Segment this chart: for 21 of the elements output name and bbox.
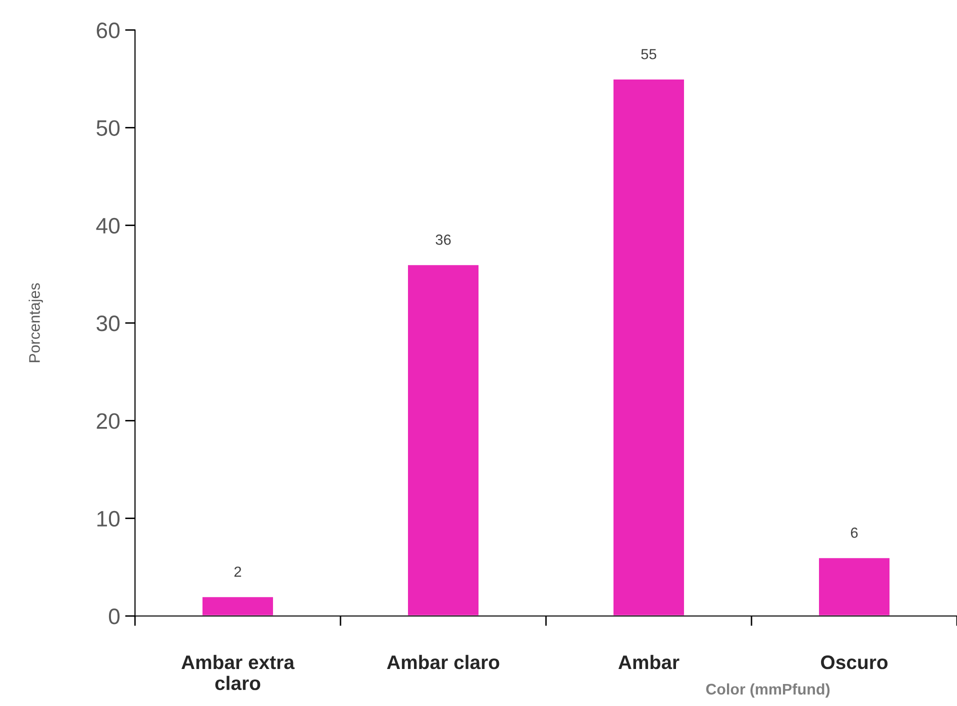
x-tick-label: Oscuro — [821, 655, 888, 670]
x-tick-label: Ambar — [618, 654, 680, 670]
data-label: 6 — [850, 528, 858, 538]
y-tick-label: 10 — [97, 510, 120, 527]
data-label: 2 — [234, 566, 242, 577]
x-axis-title: Color (mmPfund) — [706, 683, 830, 698]
data-label: 55 — [641, 49, 656, 60]
bar — [612, 78, 686, 616]
y-axis-title: Porcentajes — [28, 283, 43, 362]
y-tick-label: 30 — [96, 316, 120, 332]
y-tick-label: 0 — [108, 608, 120, 624]
y-tick-label: 60 — [96, 22, 120, 38]
bar — [406, 264, 480, 616]
x-tick-label: Ambar claro — [387, 654, 500, 670]
x-tick-label: Ambar extra claro — [181, 654, 295, 690]
bar — [818, 556, 891, 616]
y-tick-label: 50 — [96, 120, 120, 136]
y-tick-label: 40 — [96, 218, 120, 234]
bar — [201, 596, 274, 616]
data-label: 36 — [436, 234, 451, 245]
y-tick-label: 20 — [96, 413, 120, 429]
